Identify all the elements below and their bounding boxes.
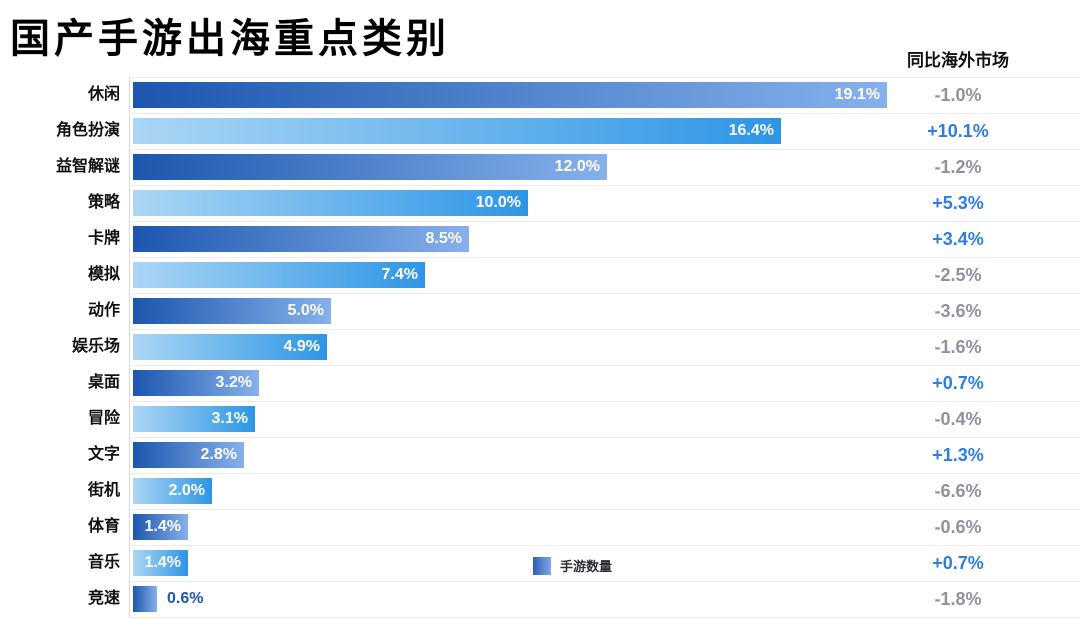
bar: 16.4% bbox=[133, 118, 781, 144]
yoy-column-header: 同比海外市场 bbox=[907, 51, 1009, 70]
category-label: 休闲 bbox=[87, 86, 120, 103]
yoy-value: -3.6% bbox=[934, 301, 982, 321]
bar: 2.8% bbox=[133, 442, 244, 468]
row-separator bbox=[129, 77, 1080, 78]
row-separator bbox=[129, 293, 1080, 294]
category-label: 策略 bbox=[87, 194, 120, 211]
category-label: 模拟 bbox=[87, 266, 120, 283]
row-separator bbox=[129, 437, 1080, 438]
yoy-value: +0.7% bbox=[932, 553, 984, 573]
legend-swatch-icon bbox=[533, 556, 551, 575]
bar-value-label: 7.4% bbox=[381, 266, 418, 283]
chart-row: 卡牌 8.5% +3.4% bbox=[0, 221, 1080, 257]
row-separator bbox=[129, 113, 1080, 114]
row-separator bbox=[129, 401, 1080, 402]
chart-row: 冒险 3.1% -0.4% bbox=[0, 401, 1080, 437]
category-label: 竞速 bbox=[87, 590, 120, 607]
bar-chart-rows: 休闲 19.1% -1.0% 角色扮演 16.4% +10.1% 益智解谜 12… bbox=[0, 77, 1080, 618]
row-separator bbox=[129, 329, 1080, 330]
row-separator bbox=[129, 617, 1080, 618]
bar-value-label: 10.0% bbox=[475, 194, 521, 211]
row-separator bbox=[129, 221, 1080, 222]
bar: 0.6% bbox=[133, 586, 203, 612]
bar-value-label: 3.2% bbox=[215, 374, 252, 391]
yoy-value: -6.6% bbox=[934, 481, 982, 501]
bar: 2.0% bbox=[133, 478, 212, 504]
chart-row: 策略 10.0% +5.3% bbox=[0, 185, 1080, 221]
bar: 3.1% bbox=[133, 406, 255, 432]
row-separator bbox=[129, 365, 1080, 366]
bar-value-label: 2.8% bbox=[200, 446, 237, 463]
chart-row: 休闲 19.1% -1.0% bbox=[0, 77, 1080, 113]
category-label: 桌面 bbox=[87, 374, 120, 391]
yoy-value: -0.6% bbox=[934, 517, 982, 537]
bar: 10.0% bbox=[133, 190, 528, 216]
yoy-value: +0.7% bbox=[932, 373, 984, 393]
page-title: 国产手游出海重点类别 bbox=[10, 17, 450, 61]
chart-row: 街机 2.0% -6.6% bbox=[0, 473, 1080, 509]
yoy-value: +10.1% bbox=[927, 121, 989, 141]
chart-row: 桌面 3.2% +0.7% bbox=[0, 365, 1080, 401]
bar-value-label: 19.1% bbox=[834, 86, 880, 103]
row-separator bbox=[129, 509, 1080, 510]
row-separator bbox=[129, 581, 1080, 582]
bar-value-label: 4.9% bbox=[283, 338, 320, 355]
bar: 5.0% bbox=[133, 298, 331, 324]
category-label: 街机 bbox=[87, 482, 120, 499]
row-separator bbox=[129, 257, 1080, 258]
chart-row: 模拟 7.4% -2.5% bbox=[0, 257, 1080, 293]
bar: 4.9% bbox=[133, 334, 327, 360]
bar-value-label: 3.1% bbox=[211, 410, 248, 427]
category-label: 音乐 bbox=[87, 554, 120, 571]
bar: 1.4% bbox=[133, 514, 188, 540]
chart-row: 竞速 0.6% -1.8% bbox=[0, 581, 1080, 618]
chart-row: 娱乐场 4.9% -1.6% bbox=[0, 329, 1080, 365]
bar: 7.4% bbox=[133, 262, 425, 288]
bar-value-label: 8.5% bbox=[425, 230, 462, 247]
yoy-value: +1.3% bbox=[932, 445, 984, 465]
bar-value-label: 1.4% bbox=[144, 554, 181, 571]
bar: 19.1% bbox=[133, 82, 887, 108]
category-label: 益智解谜 bbox=[55, 158, 120, 175]
category-label: 角色扮演 bbox=[55, 122, 120, 139]
legend: 手游数量 bbox=[533, 556, 612, 575]
category-label: 动作 bbox=[87, 302, 120, 319]
row-separator bbox=[129, 545, 1080, 546]
row-separator bbox=[129, 473, 1080, 474]
yoy-value: -1.2% bbox=[934, 157, 982, 177]
legend-label: 手游数量 bbox=[560, 559, 613, 574]
bar-value-label: 5.0% bbox=[287, 302, 324, 319]
row-separator bbox=[129, 149, 1080, 150]
chart-row: 体育 1.4% -0.6% bbox=[0, 509, 1080, 545]
bar: 1.4% bbox=[133, 550, 188, 576]
chart-row: 益智解谜 12.0% -1.2% bbox=[0, 149, 1080, 185]
y-axis-line bbox=[129, 77, 130, 618]
bar-value-label: 2.0% bbox=[168, 482, 205, 499]
chart-row: 文字 2.8% +1.3% bbox=[0, 437, 1080, 473]
chart-row: 动作 5.0% -3.6% bbox=[0, 293, 1080, 329]
chart-row: 角色扮演 16.4% +10.1% bbox=[0, 113, 1080, 149]
bar-value-label: 0.6% bbox=[167, 590, 204, 607]
chart-row: 音乐 1.4% +0.7% bbox=[0, 545, 1080, 581]
yoy-value: -1.6% bbox=[934, 337, 982, 357]
yoy-value: +3.4% bbox=[932, 229, 984, 249]
row-separator bbox=[129, 185, 1080, 186]
category-label: 娱乐场 bbox=[71, 338, 120, 355]
yoy-value: -0.4% bbox=[934, 409, 982, 429]
bar-value-label: 16.4% bbox=[728, 122, 774, 139]
bar-value-label: 1.4% bbox=[144, 518, 181, 535]
yoy-value: -1.8% bbox=[934, 589, 982, 609]
yoy-value: +5.3% bbox=[932, 193, 984, 213]
bar: 8.5% bbox=[133, 226, 469, 252]
category-label: 卡牌 bbox=[87, 230, 120, 247]
category-label: 体育 bbox=[87, 518, 120, 535]
category-label: 文字 bbox=[87, 446, 120, 463]
bar: 12.0% bbox=[133, 154, 607, 180]
bar: 3.2% bbox=[133, 370, 259, 396]
category-label: 冒险 bbox=[87, 410, 120, 427]
yoy-value: -2.5% bbox=[934, 265, 982, 285]
yoy-value: -1.0% bbox=[934, 85, 982, 105]
bar-value-label: 12.0% bbox=[554, 158, 600, 175]
